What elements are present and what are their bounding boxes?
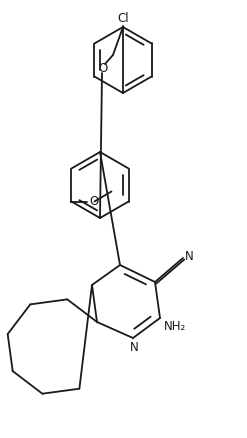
Text: NH₂: NH₂ <box>164 319 186 332</box>
Text: N: N <box>130 341 138 354</box>
Text: O: O <box>89 195 99 208</box>
Text: N: N <box>185 250 194 262</box>
Text: Cl: Cl <box>117 12 129 25</box>
Text: O: O <box>98 61 108 74</box>
